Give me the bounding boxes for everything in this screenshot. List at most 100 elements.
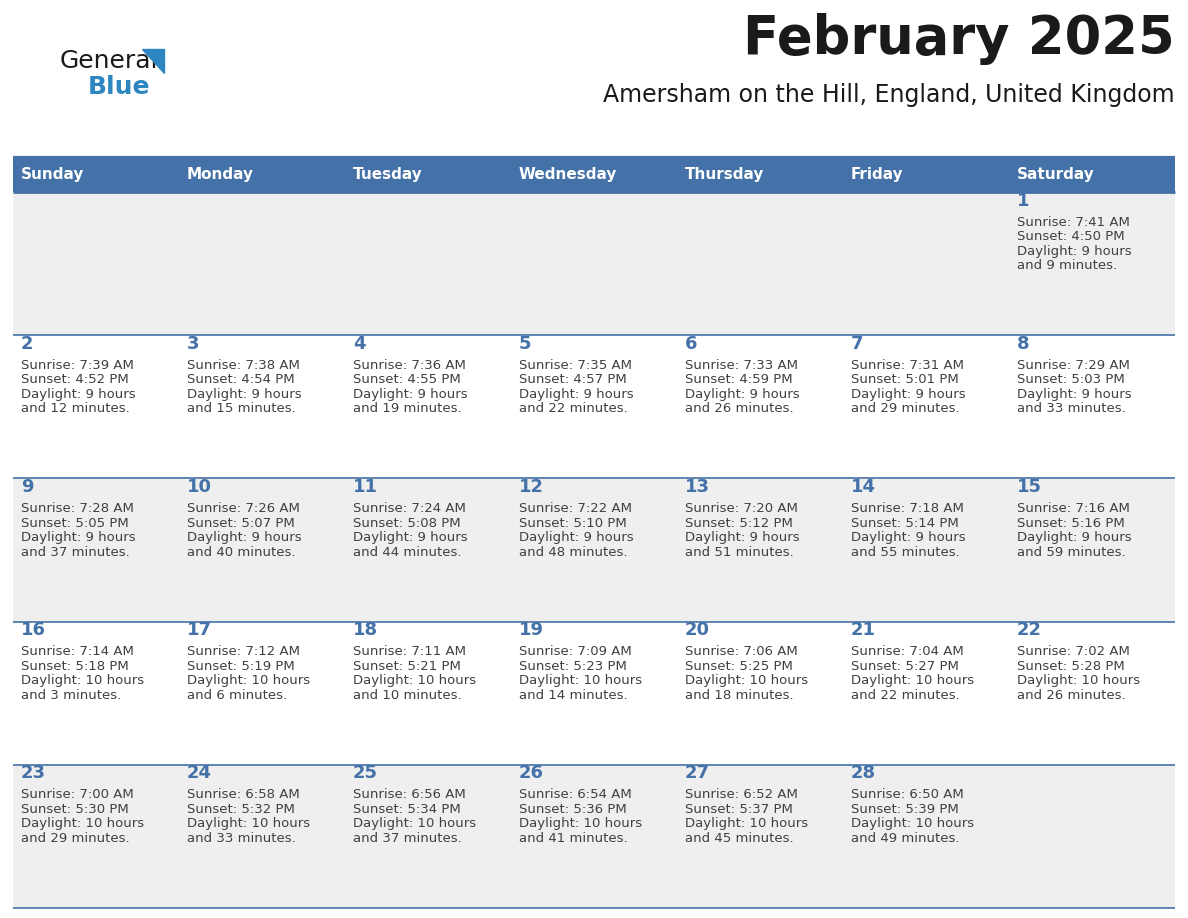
Text: and 10 minutes.: and 10 minutes. [353,688,462,701]
Bar [1009,478,1175,621]
Text: Sunrise: 7:31 AM: Sunrise: 7:31 AM [851,359,963,372]
Bar [345,158,511,192]
Bar [13,192,179,335]
Bar [345,192,511,335]
Text: 16: 16 [21,621,46,639]
Text: and 22 minutes.: and 22 minutes. [851,688,960,701]
Text: Sunrise: 7:41 AM: Sunrise: 7:41 AM [1017,216,1130,229]
Bar [345,765,511,908]
Text: 9: 9 [21,478,33,496]
Text: and 37 minutes.: and 37 minutes. [21,545,129,558]
Text: Sunrise: 7:20 AM: Sunrise: 7:20 AM [685,502,798,515]
Text: 18: 18 [353,621,378,639]
Bar [843,621,1009,765]
Text: and 51 minutes.: and 51 minutes. [685,545,794,558]
Text: Sunrise: 7:04 AM: Sunrise: 7:04 AM [851,645,963,658]
Text: and 3 minutes.: and 3 minutes. [21,688,121,701]
Text: Sunrise: 7:38 AM: Sunrise: 7:38 AM [187,359,299,372]
Text: Daylight: 9 hours: Daylight: 9 hours [519,388,633,401]
Text: Daylight: 10 hours: Daylight: 10 hours [519,818,643,831]
Bar [13,478,179,621]
Text: Sunrise: 7:09 AM: Sunrise: 7:09 AM [519,645,632,658]
Text: Saturday: Saturday [1017,167,1095,183]
Text: Sunrise: 7:11 AM: Sunrise: 7:11 AM [353,645,466,658]
Text: 22: 22 [1017,621,1042,639]
Text: Monday: Monday [187,167,254,183]
Text: Sunset: 4:55 PM: Sunset: 4:55 PM [353,374,461,386]
Bar [1009,192,1175,335]
Text: and 45 minutes.: and 45 minutes. [685,832,794,845]
Text: 5: 5 [519,335,531,353]
Text: Daylight: 9 hours: Daylight: 9 hours [353,532,468,544]
Text: Sunrise: 7:16 AM: Sunrise: 7:16 AM [1017,502,1130,515]
Text: Sunset: 4:59 PM: Sunset: 4:59 PM [685,374,792,386]
Text: 3: 3 [187,335,200,353]
Text: Sunrise: 6:50 AM: Sunrise: 6:50 AM [851,789,963,801]
Bar [13,621,179,765]
Text: and 12 minutes.: and 12 minutes. [21,402,129,416]
Text: Daylight: 9 hours: Daylight: 9 hours [685,388,800,401]
Text: Sunrise: 6:52 AM: Sunrise: 6:52 AM [685,789,798,801]
Text: Sunset: 5:05 PM: Sunset: 5:05 PM [21,517,128,530]
Text: Sunrise: 7:33 AM: Sunrise: 7:33 AM [685,359,798,372]
Bar [179,192,345,335]
Bar [511,192,677,335]
Text: Thursday: Thursday [685,167,764,183]
Text: Sunrise: 7:14 AM: Sunrise: 7:14 AM [21,645,134,658]
Text: Daylight: 9 hours: Daylight: 9 hours [1017,532,1132,544]
Text: Sunset: 5:21 PM: Sunset: 5:21 PM [353,660,461,673]
Text: Daylight: 9 hours: Daylight: 9 hours [187,388,302,401]
Text: Sunset: 4:54 PM: Sunset: 4:54 PM [187,374,295,386]
Text: 7: 7 [851,335,864,353]
Text: Sunset: 5:27 PM: Sunset: 5:27 PM [851,660,959,673]
Text: and 40 minutes.: and 40 minutes. [187,545,296,558]
Text: Sunrise: 7:28 AM: Sunrise: 7:28 AM [21,502,134,515]
Text: Sunset: 5:08 PM: Sunset: 5:08 PM [353,517,461,530]
Text: 8: 8 [1017,335,1030,353]
Bar [179,621,345,765]
Text: Daylight: 9 hours: Daylight: 9 hours [851,388,966,401]
Bar [511,621,677,765]
Bar [511,765,677,908]
Bar [1009,158,1175,192]
Text: 4: 4 [353,335,366,353]
Bar [677,192,843,335]
Text: Sunrise: 7:35 AM: Sunrise: 7:35 AM [519,359,632,372]
Text: Sunset: 5:37 PM: Sunset: 5:37 PM [685,803,792,816]
Bar [345,335,511,478]
Text: Daylight: 9 hours: Daylight: 9 hours [21,388,135,401]
Text: Sunrise: 6:56 AM: Sunrise: 6:56 AM [353,789,466,801]
Text: Sunset: 5:19 PM: Sunset: 5:19 PM [187,660,295,673]
Text: Sunset: 5:39 PM: Sunset: 5:39 PM [851,803,959,816]
Text: Sunset: 4:50 PM: Sunset: 4:50 PM [1017,230,1125,243]
Bar [511,158,677,192]
Text: Sunset: 5:34 PM: Sunset: 5:34 PM [353,803,461,816]
Text: 24: 24 [187,765,211,782]
Text: Daylight: 9 hours: Daylight: 9 hours [21,532,135,544]
Text: Daylight: 10 hours: Daylight: 10 hours [519,675,643,688]
Text: Sunset: 5:18 PM: Sunset: 5:18 PM [21,660,128,673]
Text: Sunset: 5:28 PM: Sunset: 5:28 PM [1017,660,1125,673]
Text: and 49 minutes.: and 49 minutes. [851,832,960,845]
Text: Sunrise: 7:36 AM: Sunrise: 7:36 AM [353,359,466,372]
Text: Sunrise: 6:54 AM: Sunrise: 6:54 AM [519,789,632,801]
Text: Sunday: Sunday [21,167,84,183]
Text: 13: 13 [685,478,710,496]
Text: Sunset: 5:36 PM: Sunset: 5:36 PM [519,803,627,816]
Text: Daylight: 10 hours: Daylight: 10 hours [685,675,808,688]
Text: 20: 20 [685,621,710,639]
Text: 23: 23 [21,765,46,782]
Text: 21: 21 [851,621,876,639]
Text: and 26 minutes.: and 26 minutes. [685,402,794,416]
Text: 6: 6 [685,335,697,353]
Text: Sunset: 5:07 PM: Sunset: 5:07 PM [187,517,295,530]
Text: Daylight: 10 hours: Daylight: 10 hours [187,675,310,688]
Text: Daylight: 10 hours: Daylight: 10 hours [21,818,144,831]
Text: and 29 minutes.: and 29 minutes. [21,832,129,845]
Text: 14: 14 [851,478,876,496]
Text: Tuesday: Tuesday [353,167,423,183]
Text: 26: 26 [519,765,544,782]
Text: and 9 minutes.: and 9 minutes. [1017,259,1117,273]
Bar [677,335,843,478]
Text: 2: 2 [21,335,33,353]
